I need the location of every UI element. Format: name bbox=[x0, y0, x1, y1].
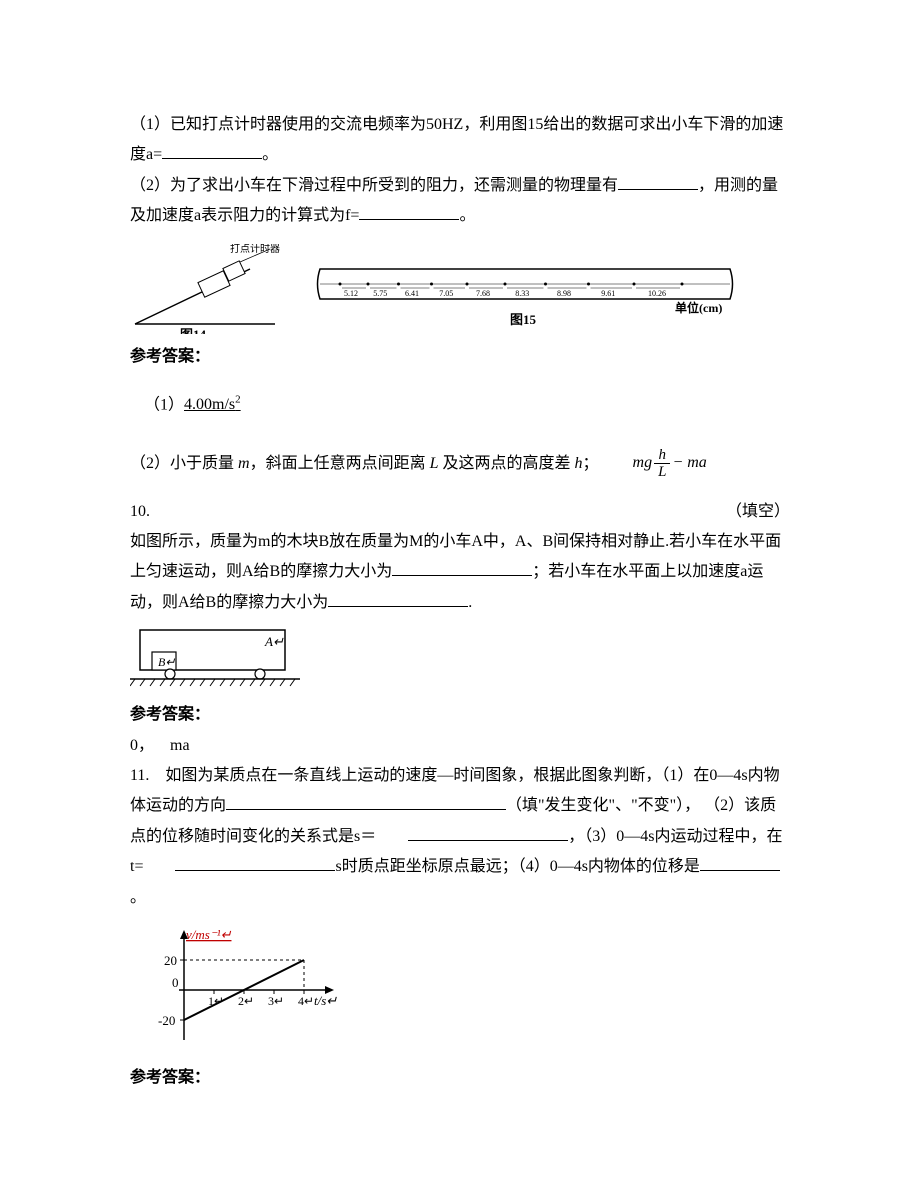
q10-text3: . bbox=[468, 594, 472, 611]
blank-displacement bbox=[700, 855, 780, 871]
label-a: A↵ bbox=[264, 634, 284, 649]
q9-part1-suffix: 。 bbox=[262, 146, 278, 163]
xtick-1: 1↵ bbox=[208, 994, 224, 1008]
ytick-neg20: -20 bbox=[158, 1013, 175, 1028]
q11-part3-suffix: s时质点距坐标原点最远；（4）0—4s内物体的位移是 bbox=[335, 858, 699, 875]
timer-label: 打点计时器 bbox=[230, 244, 280, 255]
blank-time bbox=[175, 855, 335, 871]
q9-answer-label: 参考答案： bbox=[130, 342, 790, 372]
ans2-semicolon: ； bbox=[583, 454, 599, 471]
figure-row: 打点计时器 图14 5.12 5.75 6.41 7.05 7.68 8.33 8.98 9.… bbox=[130, 244, 790, 334]
ans2-L: L bbox=[430, 454, 439, 471]
ans2-text2: ，斜面上任意两点间距离 bbox=[250, 454, 430, 471]
blank-quantity bbox=[618, 174, 698, 190]
svg-text:8.33: 8.33 bbox=[515, 289, 529, 298]
fig15-caption: 图15 bbox=[510, 312, 537, 327]
blank-direction bbox=[226, 794, 506, 810]
svg-text:5.75: 5.75 bbox=[373, 289, 387, 298]
ans2-m: m bbox=[238, 454, 250, 471]
q9-part2-prefix: （2）为了求出小车在下滑过程中所受到的阻力，还需测量的物理量有 bbox=[130, 177, 618, 194]
q9-part2-suffix: 。 bbox=[459, 207, 475, 224]
ground-hatch bbox=[130, 679, 295, 686]
fig15-unit: 单位(cm) bbox=[675, 300, 722, 315]
svg-text:6.41: 6.41 bbox=[405, 289, 419, 298]
q10-number: 10. bbox=[130, 497, 150, 527]
ans2-text3: 及这两点的高度差 bbox=[439, 454, 575, 471]
friction-formula: mg h L − ma bbox=[633, 447, 707, 481]
ans2-h: h bbox=[575, 454, 583, 471]
cart-diagram: A↵ B↵ bbox=[130, 622, 790, 692]
q11-text: 11. 如图为某质点在一条直线上运动的速度—时间图象，根据此图象判断，（1）在0… bbox=[130, 761, 790, 913]
ans1-value: 4.00m/s2 bbox=[184, 396, 241, 413]
blank-equation bbox=[408, 825, 568, 841]
blank-formula bbox=[359, 204, 459, 220]
incline-diagram: 打点计时器 图14 bbox=[130, 244, 280, 334]
fig14-caption: 图14 bbox=[180, 327, 207, 334]
blank-friction2 bbox=[328, 591, 468, 607]
figure-14: 打点计时器 图14 bbox=[130, 244, 280, 334]
xtick-2: 2↵ bbox=[238, 994, 254, 1008]
label-b: B↵ bbox=[158, 655, 175, 669]
q10-header: 10. （填空） bbox=[130, 497, 790, 527]
q11-answer-label: 参考答案： bbox=[130, 1063, 790, 1093]
svg-text:9.61: 9.61 bbox=[601, 289, 615, 298]
q11-blank1-suffix: （填"发生变化"、"不变"）， bbox=[506, 797, 700, 814]
question-9-part1: （1）已知打点计时器使用的交流电频率为50HZ，利用图15给出的数据可求出小车下… bbox=[130, 110, 790, 232]
svg-text:5.12: 5.12 bbox=[344, 289, 358, 298]
q10-answer-label: 参考答案： bbox=[130, 700, 790, 730]
q10-answer: 0， ma bbox=[130, 731, 790, 761]
svg-text:10.26: 10.26 bbox=[648, 289, 666, 298]
vt-graph-svg: v/ms⁻¹↵ 20 0 -20 1↵ 2↵ 3↵ 4↵ t/s↵ bbox=[144, 925, 344, 1055]
svg-text:7.05: 7.05 bbox=[439, 289, 453, 298]
q9-answer1: （1）4.00m/s2 bbox=[144, 390, 790, 421]
svg-text:8.98: 8.98 bbox=[557, 289, 571, 298]
q10-text: 如图所示，质量为m的木块B放在质量为M的小车A中，A、B间保持相对静止.若小车在… bbox=[130, 527, 790, 618]
tape-diagram: 5.12 5.75 6.41 7.05 7.68 8.33 8.98 9.61 10.26 图1… bbox=[310, 254, 740, 334]
xtick-4: 4↵ bbox=[298, 994, 314, 1008]
ylabel: v/ms⁻¹↵ bbox=[186, 927, 232, 942]
q9-answer2: （2）小于质量 m，斜面上任意两点间距离 L 及这两点的高度差 h； mg h … bbox=[130, 447, 790, 481]
figure-15: 5.12 5.75 6.41 7.05 7.68 8.33 8.98 9.61 10.26 图1… bbox=[310, 254, 740, 334]
xlabel: t/s↵ bbox=[314, 993, 337, 1008]
ytick-0: 0 bbox=[172, 975, 179, 990]
ytick-20: 20 bbox=[164, 953, 177, 968]
q9-p2: （2）为了求出小车在下滑过程中所受到的阻力，还需测量的物理量有，用测的量及加速度… bbox=[130, 171, 790, 232]
svg-text:7.68: 7.68 bbox=[476, 289, 490, 298]
q9-p1: （1）已知打点计时器使用的交流电频率为50HZ，利用图15给出的数据可求出小车下… bbox=[130, 110, 790, 171]
q10-filltype: （填空） bbox=[726, 497, 790, 527]
blank-acceleration bbox=[162, 143, 262, 159]
ans2-text: （2）小于质量 bbox=[130, 454, 238, 471]
q11-final-suffix: 。 bbox=[130, 889, 146, 906]
q11-number: 11. bbox=[130, 767, 149, 784]
cart-svg: A↵ B↵ bbox=[130, 622, 300, 692]
vt-chart: v/ms⁻¹↵ 20 0 -20 1↵ 2↵ 3↵ 4↵ t/s↵ bbox=[144, 925, 790, 1055]
blank-friction1 bbox=[392, 560, 532, 576]
xtick-3: 3↵ bbox=[268, 994, 284, 1008]
ans1-prefix: （1） bbox=[144, 396, 184, 413]
